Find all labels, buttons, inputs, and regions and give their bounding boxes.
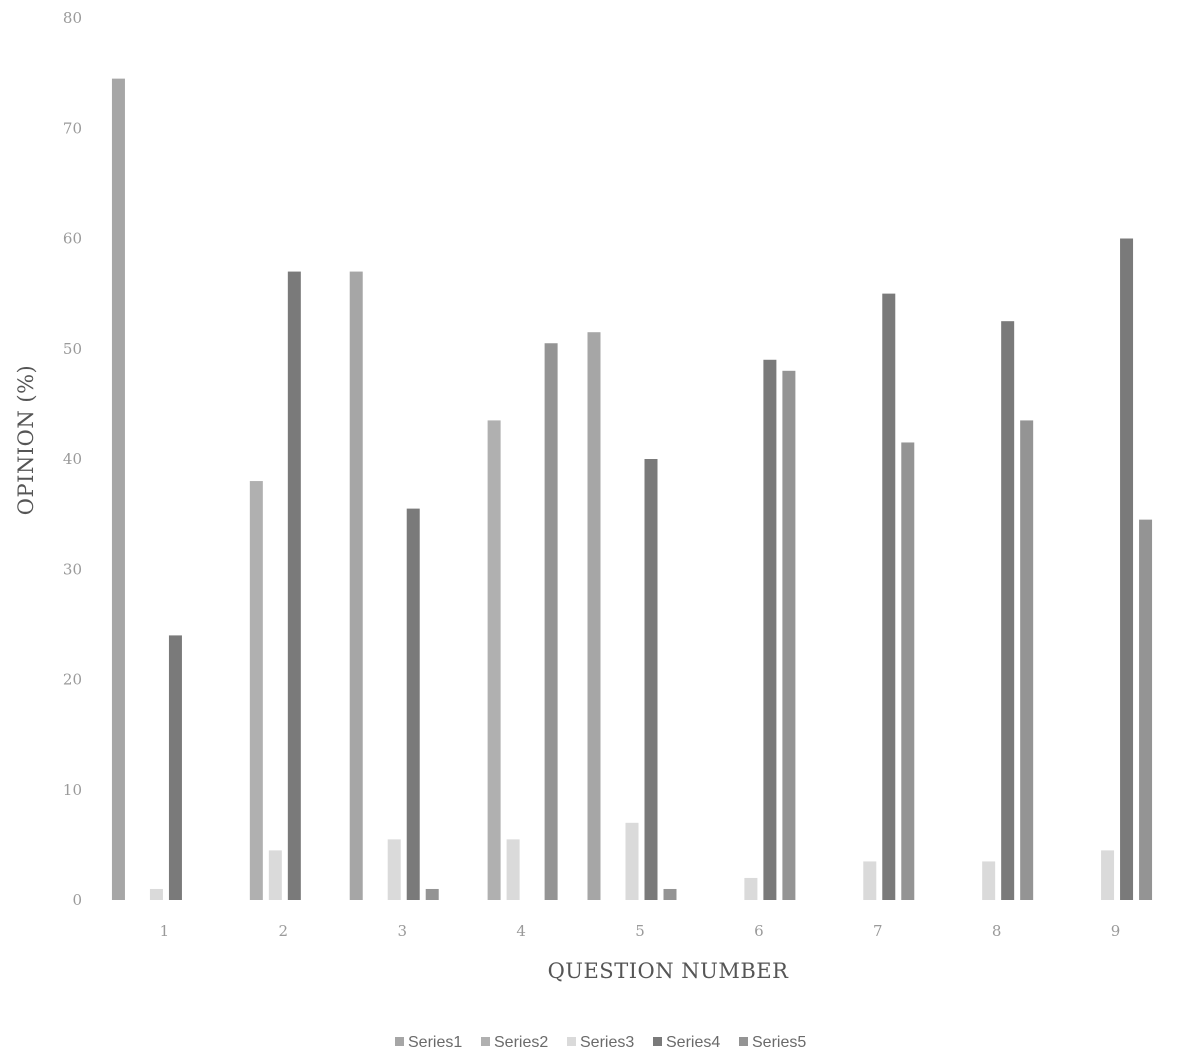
x-tick-label: 4	[516, 922, 526, 940]
bar-series4-q2	[287, 271, 301, 900]
bar-series4-q8	[1001, 321, 1015, 900]
bar-series5-q6	[782, 370, 796, 900]
y-tick-label: 30	[63, 560, 82, 578]
bar-series5-q7	[901, 442, 915, 900]
x-tick-label: 5	[635, 922, 645, 940]
x-axis-ticks: 1 2 3 4 5 6 7 8 9	[160, 922, 1121, 940]
bar-series4-q1	[168, 635, 182, 900]
legend-swatch-series4	[653, 1037, 662, 1046]
bar-series4-q5	[644, 459, 658, 900]
bar-series3-q5	[625, 822, 639, 900]
bar-series5-q4	[544, 343, 558, 900]
bar-series4-q9	[1120, 238, 1134, 900]
bar-series3-q6	[744, 877, 758, 900]
bar-series1-q1	[111, 78, 125, 900]
y-tick-label: 40	[63, 450, 82, 468]
y-tick-label: 60	[63, 230, 82, 248]
legend-label-series5: Series5	[752, 1034, 806, 1051]
bar-series4-q3	[406, 508, 420, 900]
x-tick-label: 1	[160, 922, 170, 940]
x-tick-label: 7	[873, 922, 883, 940]
x-tick-label: 8	[992, 922, 1002, 940]
bar-series2-q2	[249, 481, 263, 900]
bar-series3-q8	[982, 861, 996, 900]
legend-swatch-series2	[481, 1037, 490, 1046]
legend-label-series2: Series2	[494, 1034, 548, 1051]
bar-series3-q9	[1101, 850, 1115, 900]
legend-label-series3: Series3	[580, 1034, 634, 1051]
y-tick-label: 10	[63, 781, 82, 799]
x-tick-label: 3	[397, 922, 407, 940]
bar-series3-q7	[863, 861, 877, 900]
legend-swatch-series3	[567, 1037, 576, 1046]
y-tick-label: 80	[63, 9, 82, 27]
y-tick-label: 20	[63, 671, 82, 689]
y-axis-ticks: 0 10 20 30 40 50 60 70 80	[63, 9, 82, 909]
legend-label-series1: Series1	[408, 1034, 462, 1051]
bar-series3-q2	[268, 850, 282, 900]
bar-series4-q7	[882, 293, 896, 900]
y-tick-label: 70	[63, 119, 82, 137]
y-axis-title: OPINION (%)	[14, 365, 38, 515]
bar-series1-q5	[587, 332, 601, 900]
bar-series5-q8	[1020, 420, 1034, 900]
legend-label-series4: Series4	[666, 1034, 720, 1051]
bar-series5-q5	[663, 888, 677, 900]
x-axis-title: QUESTION NUMBER	[548, 959, 790, 983]
bar-series3-q3	[387, 839, 401, 900]
bar-series2-q4	[487, 420, 501, 900]
bar-series1-q3	[349, 271, 363, 900]
legend-swatch-series1	[395, 1037, 404, 1046]
x-tick-label: 6	[754, 922, 764, 940]
bar-series4-q6	[763, 359, 777, 900]
bar-series3-q4	[506, 839, 520, 900]
x-tick-label: 2	[279, 922, 289, 940]
bars-group	[111, 78, 1153, 900]
bar-series3-q1	[149, 888, 163, 900]
x-tick-label: 9	[1111, 922, 1121, 940]
y-tick-label: 0	[72, 891, 82, 909]
bar-series5-q3	[425, 888, 439, 900]
legend: Series1 Series2 Series3 Series4 Series5	[395, 1034, 806, 1051]
legend-swatch-series5	[739, 1037, 748, 1046]
bar-series5-q9	[1139, 519, 1153, 900]
y-tick-label: 50	[63, 340, 82, 358]
